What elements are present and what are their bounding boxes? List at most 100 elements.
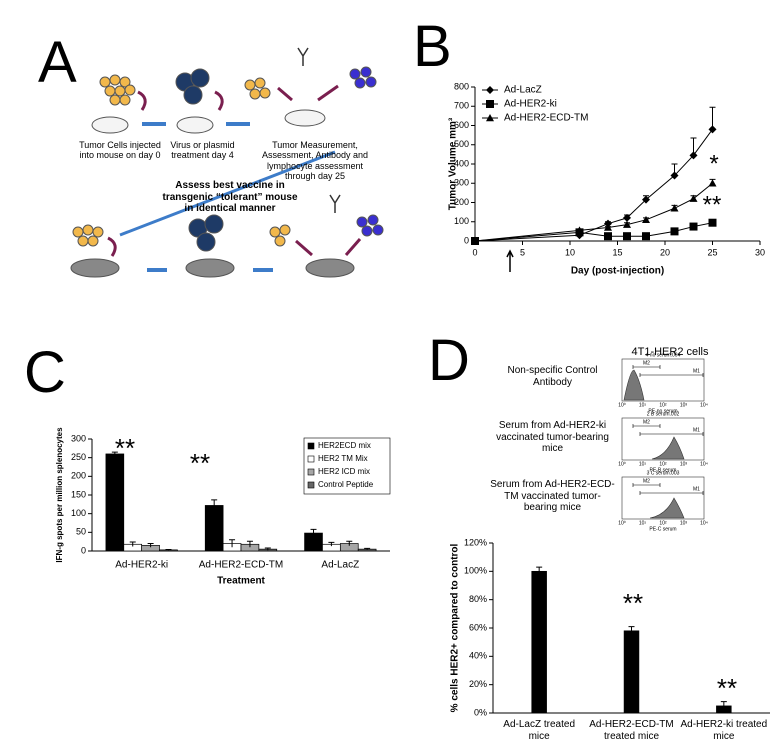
y-tick-label: 0 <box>81 545 86 555</box>
legend-label: HER2ECD mix <box>318 441 371 450</box>
gate <box>632 424 661 428</box>
error-bar <box>165 549 172 551</box>
bar <box>623 630 640 714</box>
legend-label: Ad-HER2-ECD-TM <box>504 113 588 124</box>
legend-label: HER2 ICD mix <box>318 467 370 476</box>
x-axis-label: Day (post-injection) <box>571 266 664 277</box>
histogram-xtick: 10³ <box>680 402 688 408</box>
gate-label: M1 <box>693 368 700 374</box>
histogram-xtick: 10⁴ <box>700 520 708 526</box>
histogram-shapes <box>621 358 705 520</box>
y-tick-label: 300 <box>71 433 86 443</box>
x-tick-label: 5 <box>520 247 525 257</box>
marker <box>670 204 679 212</box>
histogram-label: Serum from Ad-HER2-ki vaccinated tumor-b… <box>496 420 609 454</box>
error-bar <box>364 547 371 550</box>
error-bar <box>720 701 727 711</box>
y-tick-label: 200 <box>454 197 469 207</box>
y-tick-label: 300 <box>454 178 469 188</box>
histogram-xtick: 10¹ <box>639 402 647 408</box>
marker <box>604 232 612 241</box>
histogram-xtick: 10³ <box>680 520 688 526</box>
error-bar <box>111 451 118 456</box>
y-tick-label: 100 <box>454 216 469 226</box>
marker <box>708 179 717 187</box>
y-tick-label: 800 <box>454 81 469 91</box>
series-line <box>474 182 713 242</box>
error-bar <box>147 543 154 548</box>
gate-label: M2 <box>643 360 650 366</box>
y-tick-label: 50 <box>76 527 86 537</box>
histogram-xtick: 10² <box>659 402 667 408</box>
x-tick-label: 25 <box>707 247 717 257</box>
gate <box>632 365 661 369</box>
histogram-xtick: 10⁴ <box>700 402 708 408</box>
error-bar <box>346 540 353 546</box>
panel-letter: B <box>413 14 452 79</box>
y-tick-label: 100% <box>464 566 487 576</box>
histogram-xtick: 10⁰ <box>618 520 626 526</box>
histogram-title: 4T1-HER2 cells <box>631 346 709 358</box>
x-tick-label: Ad-LacZ <box>321 560 359 571</box>
panel-letter: A <box>38 30 77 95</box>
y-tick-label: 500 <box>454 139 469 149</box>
marker <box>623 220 631 228</box>
y-tick-label: 60% <box>469 622 487 632</box>
error-bar <box>328 541 335 547</box>
error-bar <box>310 528 317 537</box>
marker <box>689 222 698 231</box>
x-tick-label: Ad-HER2-ECD-TM treated mice <box>589 719 674 742</box>
gate <box>639 491 704 495</box>
significance-annotation: ** <box>190 448 210 478</box>
x-tick-label: Ad-HER2-ki treated mice <box>680 719 768 742</box>
diagram-label: Tumor Measurement, Assessment, Antibody … <box>261 140 369 182</box>
x-tick-label: 30 <box>755 247 765 257</box>
histogram-xlabel: PE-C serum <box>649 526 676 532</box>
legend-swatch <box>307 455 315 463</box>
x-axis-label: Treatment <box>217 576 265 587</box>
x-tick-label: 15 <box>612 247 622 257</box>
y-tick-label: 0 <box>464 235 469 245</box>
marker <box>708 218 717 227</box>
marker <box>642 195 650 204</box>
gate-label: M2 <box>643 419 650 425</box>
error-bar <box>628 626 635 636</box>
x-tick-label: 0 <box>472 247 477 257</box>
marker <box>604 223 612 231</box>
y-tick-label: 150 <box>71 489 86 499</box>
y-axis-label: IFN-g spots per million splenocytes <box>55 427 64 563</box>
marker <box>689 151 698 160</box>
error-bar <box>129 541 136 547</box>
histogram-name: 3 C serum.003 <box>647 470 680 476</box>
error-bar <box>536 566 543 576</box>
histogram-name: 2 B serum.002 <box>647 411 680 417</box>
legend-label: Control Peptide <box>318 480 374 489</box>
y-axis-label: Tumor Volume mm³ <box>448 117 459 210</box>
gate-label: M1 <box>693 427 700 433</box>
y-tick-label: 0% <box>474 707 487 717</box>
legend-frame <box>303 437 391 495</box>
marker <box>575 226 584 234</box>
legend-swatch <box>307 468 315 476</box>
legend-marker <box>486 100 494 108</box>
panel-letter: D <box>428 328 470 393</box>
gate <box>639 373 704 377</box>
significance-annotation: * <box>709 150 718 177</box>
gate-label: M2 <box>643 478 650 484</box>
diagram-label: Tumor Cells injected into mouse on day 0 <box>79 140 161 161</box>
diagram-label: Assess best vaccine in transgenic “toler… <box>162 180 298 214</box>
marker <box>642 232 650 241</box>
error-bar <box>264 547 271 551</box>
histogram-xtick: 10¹ <box>639 461 647 467</box>
y-tick-label: 600 <box>454 120 469 130</box>
error-bar <box>211 499 218 512</box>
significance-annotation: ** <box>703 191 722 218</box>
error-bar <box>246 540 253 548</box>
legend-label: Ad-LacZ <box>504 85 542 96</box>
marker <box>708 125 717 134</box>
bar <box>204 505 224 552</box>
x-tick-label: 20 <box>660 247 670 257</box>
x-tick-label: Ad-LacZ treated mice <box>503 719 576 742</box>
legend-marker <box>486 86 494 94</box>
